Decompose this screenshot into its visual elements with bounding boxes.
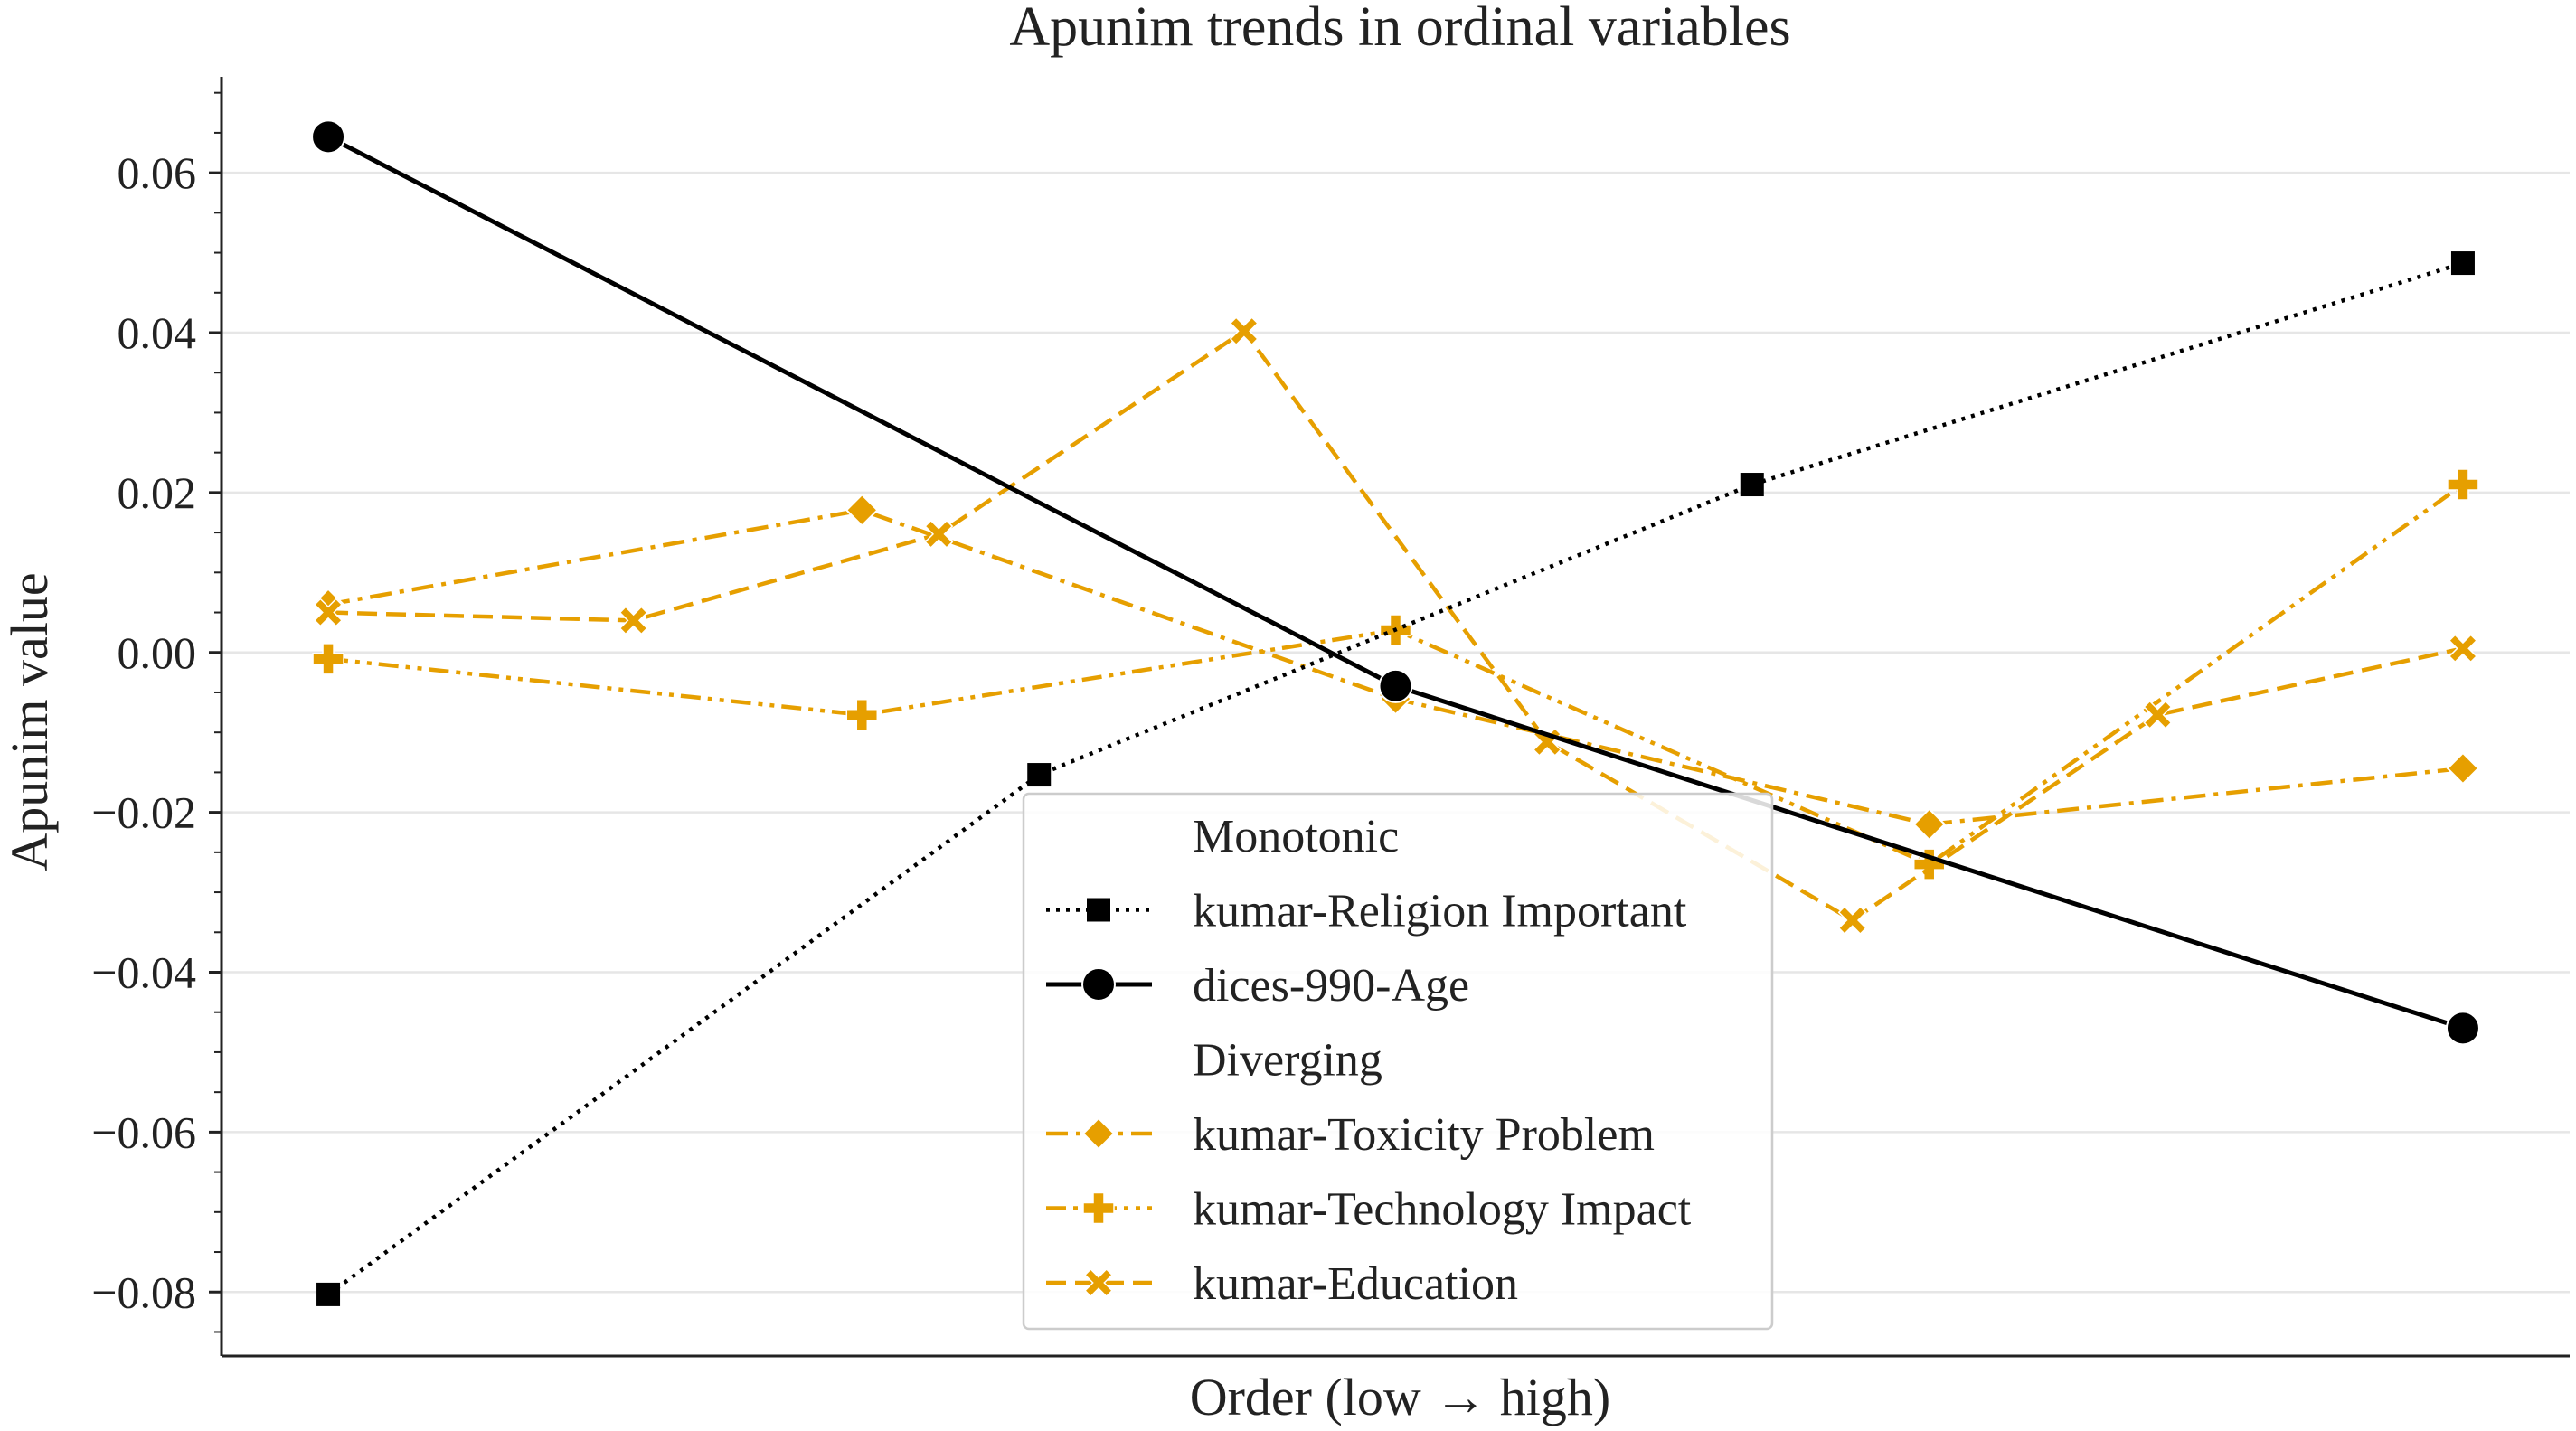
y-tick-label: 0.00 bbox=[118, 627, 197, 678]
y-tick-label: −0.02 bbox=[91, 787, 196, 838]
data-point bbox=[1378, 668, 1413, 703]
data-point bbox=[1740, 473, 1764, 497]
axes bbox=[220, 77, 2570, 1358]
data-point bbox=[312, 643, 344, 675]
series-kumar-religion-important bbox=[316, 251, 2475, 1306]
plot-area bbox=[311, 119, 2480, 1306]
y-axis-ticks: −0.08 −0.06 −0.04 −0.02 0.00 0.02 0.04 0.06 bbox=[91, 91, 222, 1333]
legend-label: kumar-Education bbox=[1193, 1258, 1518, 1310]
y-tick-label: 0.06 bbox=[118, 147, 197, 198]
data-point bbox=[845, 493, 879, 527]
legend-marker bbox=[1087, 898, 1110, 922]
legend-marker bbox=[1081, 967, 1116, 1002]
legend-label: kumar-Technology Impact bbox=[1193, 1184, 1692, 1236]
data-point bbox=[2446, 751, 2480, 786]
legend-item: kumar-Toxicity Problem bbox=[1046, 1109, 1655, 1161]
legend: Monotonic kumar-Religion Important dices-9… bbox=[1022, 792, 1774, 1331]
data-point bbox=[1027, 763, 1052, 787]
legend-item: kumar-Technology Impact bbox=[1046, 1184, 1692, 1236]
chart-title: Apunim trends in ordinal variables bbox=[1009, 0, 1790, 58]
legend-group-diverging: Diverging bbox=[1193, 1035, 1382, 1087]
legend-label: kumar-Toxicity Problem bbox=[1193, 1109, 1655, 1161]
legend-item: kumar-Religion Important bbox=[1046, 886, 1687, 937]
y-tick-label: 0.02 bbox=[118, 467, 197, 518]
series-dices-990-age bbox=[311, 119, 2480, 1046]
data-point bbox=[313, 598, 344, 627]
legend-item: kumar-Education bbox=[1046, 1258, 1518, 1310]
y-tick-label: −0.08 bbox=[91, 1266, 196, 1317]
y-tick-label: −0.06 bbox=[91, 1106, 196, 1157]
data-point bbox=[845, 698, 879, 731]
data-point bbox=[2450, 251, 2475, 276]
y-axis-label: Apunim value bbox=[0, 572, 59, 871]
series-kumar-education bbox=[313, 316, 2478, 936]
legend-marker bbox=[1081, 1116, 1116, 1151]
series-line-kumar-religion-important bbox=[326, 260, 2464, 1296]
y-tick-label: 0.04 bbox=[118, 307, 197, 358]
data-point bbox=[924, 519, 954, 549]
data-point bbox=[1837, 905, 1867, 936]
data-point bbox=[2445, 1011, 2480, 1046]
data-point bbox=[311, 119, 346, 155]
data-point bbox=[2143, 700, 2173, 730]
data-point bbox=[618, 606, 648, 635]
legend-marker bbox=[1082, 1191, 1115, 1225]
data-point bbox=[2447, 468, 2479, 501]
series-line-kumar-education bbox=[327, 328, 2464, 923]
legend-marker bbox=[1083, 1267, 1114, 1298]
data-point bbox=[1912, 807, 1947, 842]
data-point bbox=[316, 1282, 341, 1306]
legend-label: kumar-Religion Important bbox=[1193, 886, 1687, 937]
legend-group-monotonic: Monotonic bbox=[1193, 811, 1399, 862]
legend-item: dices-990-Age bbox=[1046, 960, 1469, 1012]
y-tick-label: −0.04 bbox=[91, 947, 196, 998]
legend-label: dices-990-Age bbox=[1193, 960, 1469, 1012]
data-point bbox=[2448, 634, 2478, 664]
data-point bbox=[1229, 316, 1259, 346]
x-axis-label: Order (low → high) bbox=[1190, 1368, 1611, 1426]
legend-box bbox=[1022, 792, 1774, 1331]
